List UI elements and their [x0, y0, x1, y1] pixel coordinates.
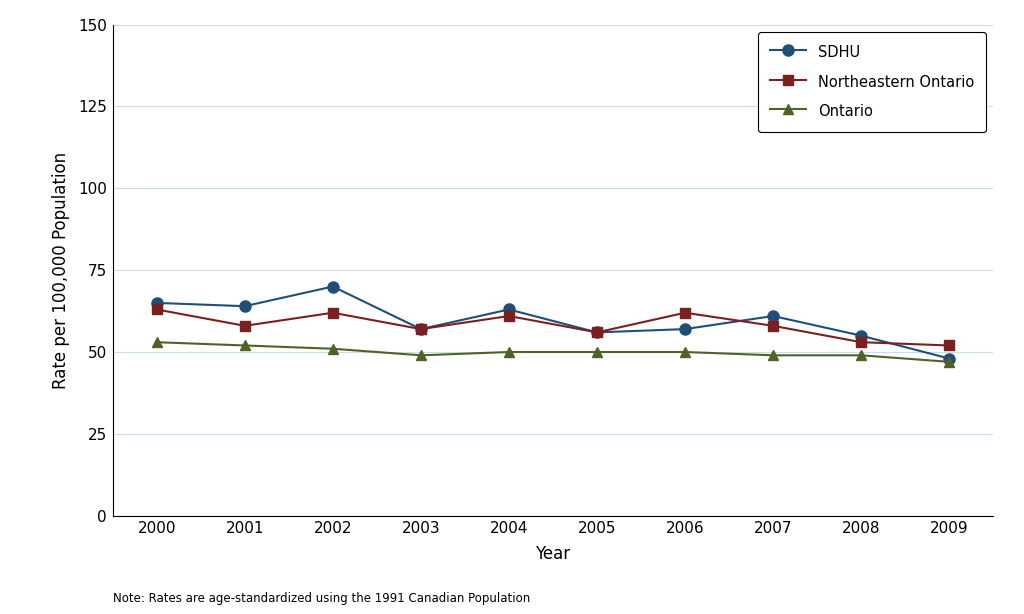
Ontario	[415, 352, 427, 359]
SDHU	[855, 332, 867, 340]
Ontario	[767, 352, 779, 359]
Northeastern Ontario	[415, 325, 427, 333]
Northeastern Ontario	[855, 338, 867, 346]
SDHU	[239, 303, 251, 310]
Ontario	[239, 342, 251, 349]
Line: Ontario: Ontario	[152, 337, 954, 367]
Northeastern Ontario	[327, 309, 339, 316]
Text: Note: Rates are age-standardized using the 1991 Canadian Population: Note: Rates are age-standardized using t…	[113, 592, 529, 605]
Ontario	[591, 348, 603, 356]
X-axis label: Year: Year	[536, 545, 570, 562]
SDHU	[943, 355, 955, 362]
Northeastern Ontario	[943, 342, 955, 349]
Legend: SDHU, Northeastern Ontario, Ontario: SDHU, Northeastern Ontario, Ontario	[759, 32, 986, 132]
Ontario	[151, 338, 163, 346]
Northeastern Ontario	[767, 322, 779, 330]
Northeastern Ontario	[503, 313, 515, 320]
Ontario	[503, 348, 515, 356]
Ontario	[855, 352, 867, 359]
SDHU	[327, 283, 339, 290]
SDHU	[151, 299, 163, 306]
Line: SDHU: SDHU	[152, 281, 954, 364]
Northeastern Ontario	[151, 306, 163, 313]
Ontario	[943, 358, 955, 365]
Line: Northeastern Ontario: Northeastern Ontario	[152, 305, 954, 351]
SDHU	[679, 325, 691, 333]
Northeastern Ontario	[591, 328, 603, 336]
SDHU	[767, 313, 779, 320]
Northeastern Ontario	[679, 309, 691, 316]
Northeastern Ontario	[239, 322, 251, 330]
SDHU	[415, 325, 427, 333]
SDHU	[503, 306, 515, 313]
Ontario	[679, 348, 691, 356]
Y-axis label: Rate per 100,000 Population: Rate per 100,000 Population	[52, 152, 70, 389]
SDHU	[591, 328, 603, 336]
Ontario	[327, 345, 339, 352]
